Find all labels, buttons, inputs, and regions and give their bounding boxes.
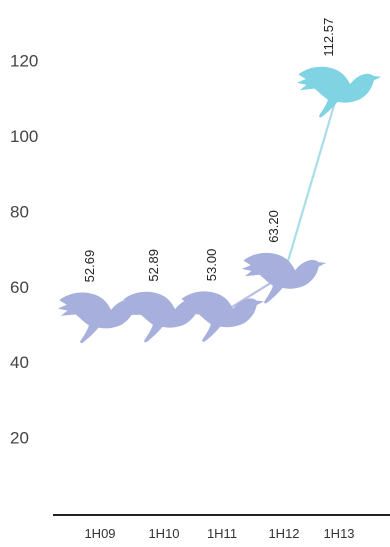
data-labels: 52.69 52.89 53.00 63.20 112.57 <box>82 18 336 283</box>
x-tick-label: 1H11 <box>207 526 237 541</box>
data-label: 112.57 <box>321 18 336 57</box>
y-tick-label: 20 <box>10 429 29 448</box>
x-tick-label: 1H09 <box>84 526 115 541</box>
y-tick-label: 80 <box>10 202 29 221</box>
y-tick-label: 40 <box>10 353 29 372</box>
x-tick-label: 1H13 <box>323 526 354 541</box>
connector-line <box>284 89 339 275</box>
y-tick-label: 60 <box>10 278 29 297</box>
x-tick-label: 1H12 <box>268 526 299 541</box>
data-label: 63.20 <box>266 210 281 243</box>
y-tick-label: 120 <box>10 52 38 71</box>
data-label: 52.69 <box>82 250 97 283</box>
data-label: 52.89 <box>146 249 161 282</box>
x-axis: 1H09 1H10 1H11 1H12 1H13 <box>53 515 390 541</box>
x-tick-label: 1H10 <box>148 526 179 541</box>
data-label: 53.00 <box>204 249 219 282</box>
y-tick-label: 100 <box>10 127 38 146</box>
bird-icon <box>297 67 381 118</box>
y-axis: 20 40 60 80 100 120 <box>10 52 38 448</box>
bird-icon <box>242 253 326 304</box>
